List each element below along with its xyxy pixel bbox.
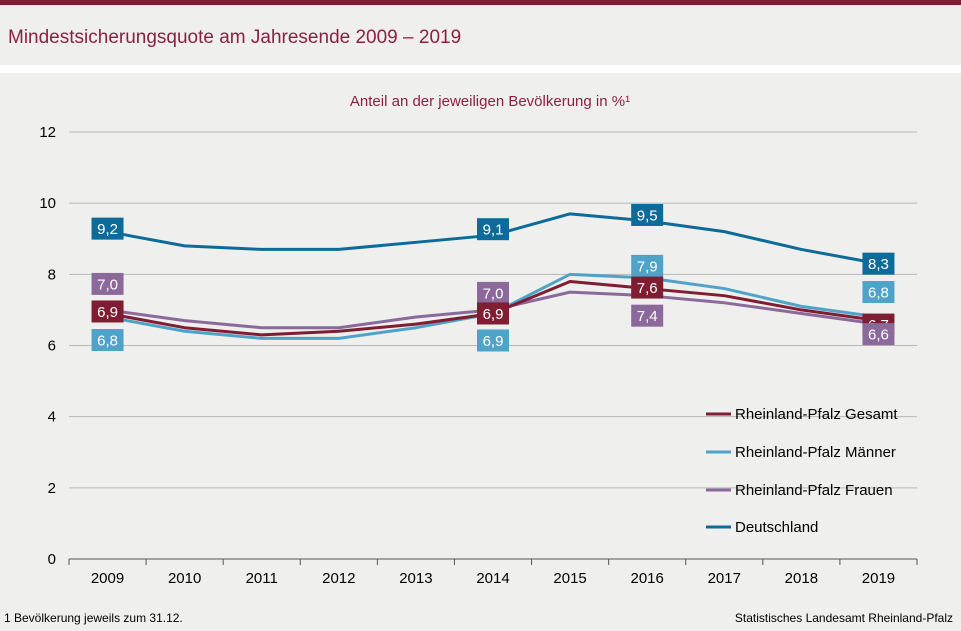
- chart-subtitle: Anteil an der jeweiligen Bevölkerung in …: [350, 93, 630, 110]
- data-label: 8,3: [868, 256, 889, 273]
- data-label: 6,6: [868, 327, 889, 344]
- data-label: 9,2: [97, 221, 118, 238]
- data-label-box: [91, 300, 124, 323]
- x-tick-label: 2014: [476, 570, 509, 587]
- data-label-box: [91, 329, 124, 352]
- top-accent-bar: [0, 0, 961, 5]
- x-tick-label: 2016: [630, 570, 663, 587]
- data-label: 6,9: [483, 333, 504, 350]
- data-label-box: [631, 203, 664, 226]
- legend-label-frauen: Rheinland-Pfalz Frauen: [735, 482, 893, 499]
- header-separator: [0, 65, 961, 73]
- y-tick-label: 2: [48, 480, 56, 497]
- x-tick-label: 2013: [399, 570, 432, 587]
- data-label-box: [862, 281, 895, 304]
- source-note: Statistisches Landesamt Rheinland-Pfalz: [734, 611, 953, 625]
- x-tick-label: 2011: [246, 570, 278, 587]
- legend-label-deutschland: Deutschland: [735, 519, 818, 536]
- data-label-box: [862, 252, 895, 275]
- x-tick-label: 2018: [785, 570, 818, 587]
- data-label: 6,9: [97, 304, 118, 321]
- data-label: 6,8: [868, 285, 889, 302]
- legend-label-gesamt: Rheinland-Pfalz Gesamt: [735, 406, 898, 423]
- x-tick-label: 2017: [708, 570, 741, 587]
- data-label-box: [631, 304, 664, 327]
- page-title: Mindestsicherungsquote am Jahresende 200…: [8, 27, 462, 48]
- data-label: 7,4: [637, 308, 658, 325]
- x-tick-label: 2010: [168, 570, 201, 587]
- y-tick-label: 12: [39, 124, 56, 141]
- data-label-box: [477, 218, 509, 241]
- header: Mindestsicherungsquote am Jahresende 200…: [0, 5, 961, 65]
- data-label-box: [91, 217, 124, 240]
- data-label-box: [477, 329, 509, 352]
- x-tick-label: 2015: [553, 570, 586, 587]
- y-tick-label: 6: [48, 338, 56, 355]
- footnote: 1 Bevölkerung jeweils zum 31.12.: [4, 611, 183, 625]
- y-tick-label: 4: [48, 409, 56, 426]
- data-label: 7,9: [637, 258, 658, 275]
- data-label-box: [91, 272, 124, 295]
- data-label-box: [631, 254, 664, 277]
- y-tick-label: 10: [39, 195, 56, 212]
- y-tick-label: 8: [48, 266, 56, 283]
- x-tick-label: 2019: [862, 570, 895, 587]
- data-label: 6,8: [97, 333, 118, 350]
- data-label: 9,5: [637, 207, 658, 224]
- x-tick-label: 2012: [322, 570, 355, 587]
- data-label: 7,0: [97, 276, 118, 293]
- data-label-box: [477, 302, 509, 325]
- data-label-box: [477, 281, 509, 304]
- data-label: 7,0: [483, 285, 504, 302]
- data-label: 6,9: [483, 306, 504, 323]
- data-label: 7,6: [637, 280, 658, 297]
- data-label-box: [862, 323, 895, 346]
- legend-label-maenner: Rheinland-Pfalz Männer: [735, 444, 896, 461]
- y-tick-label: 0: [48, 551, 56, 568]
- data-label-box: [631, 276, 664, 299]
- data-label: 9,1: [483, 222, 504, 239]
- x-tick-label: 2009: [91, 570, 124, 587]
